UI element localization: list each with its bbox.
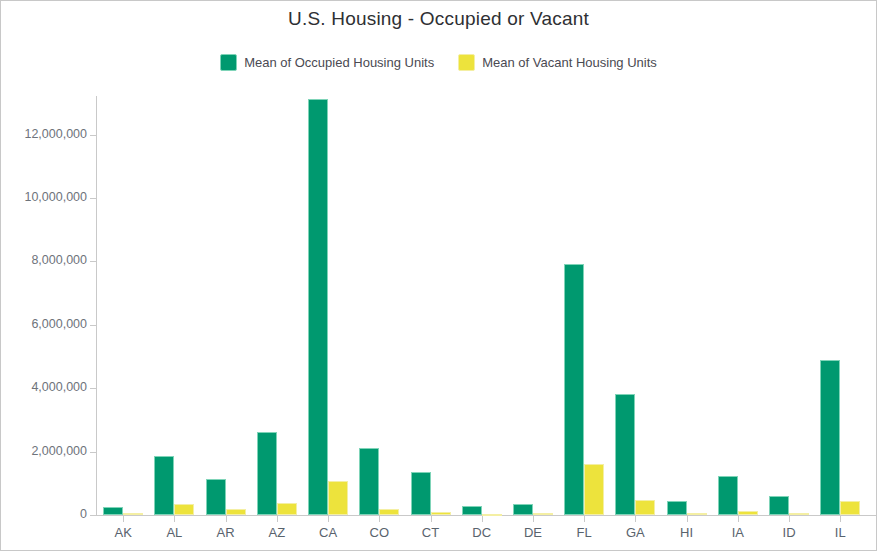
bar-vacant-IL[interactable] [840,501,860,515]
x-axis-label: HI [665,525,709,540]
bar-vacant-CT[interactable] [431,512,451,515]
x-axis-tick [687,516,688,522]
x-axis-tick [226,516,227,522]
y-axis-tick [90,198,96,199]
y-axis-label: 4,000,000 [7,380,87,394]
y-axis-tick [90,515,96,516]
x-axis-label: CA [306,525,350,540]
x-axis-label: ID [767,525,811,540]
x-axis-tick [379,516,380,522]
y-axis-tick [90,325,96,326]
y-axis-label: 6,000,000 [7,317,87,331]
bar-occupied-IA[interactable] [718,476,738,515]
x-axis-label: IA [716,525,760,540]
x-axis-tick [840,516,841,522]
x-axis-label: CT [409,525,453,540]
x-axis-tick [584,516,585,522]
y-axis-label: 10,000,000 [7,190,87,204]
x-axis-label: FL [562,525,606,540]
x-axis-tick [789,516,790,522]
x-axis-label: AR [204,525,248,540]
x-axis-tick [431,516,432,522]
bar-vacant-AZ[interactable] [277,503,297,515]
y-axis-tick [90,135,96,136]
bar-vacant-DE[interactable] [533,513,553,515]
y-axis-tick [90,261,96,262]
bar-vacant-AR[interactable] [226,509,246,515]
bar-vacant-AL[interactable] [174,504,194,515]
y-axis-label: 0 [7,507,87,521]
bar-occupied-DC[interactable] [462,506,482,515]
bar-vacant-GA[interactable] [635,500,655,515]
x-axis-tick [277,516,278,522]
x-axis-label: AK [101,525,145,540]
x-axis-tick [482,516,483,522]
bar-vacant-IA[interactable] [738,511,758,515]
bar-vacant-FL[interactable] [584,464,604,515]
chart-title: U.S. Housing - Occupied or Vacant [1,8,876,30]
bar-vacant-AK[interactable] [123,513,143,515]
x-axis-label: DE [511,525,555,540]
bar-occupied-CA[interactable] [308,99,328,515]
x-axis-label: DC [460,525,504,540]
bar-occupied-DE[interactable] [513,504,533,515]
y-axis-tick [90,452,96,453]
x-axis-tick [635,516,636,522]
x-axis-label: AZ [255,525,299,540]
bar-occupied-AR[interactable] [206,479,226,515]
bar-occupied-HI[interactable] [667,501,687,515]
bar-occupied-IL[interactable] [820,360,840,515]
bar-vacant-DC[interactable] [482,514,502,516]
chart-window: U.S. Housing - Occupied or Vacant Mean o… [0,0,877,551]
x-axis-label: GA [613,525,657,540]
x-axis-label: AL [152,525,196,540]
y-axis-label: 8,000,000 [7,253,87,267]
x-axis-tick [328,516,329,522]
bar-occupied-AL[interactable] [154,456,174,515]
y-axis-label: 12,000,000 [7,127,87,141]
bar-occupied-FL[interactable] [564,264,584,515]
legend: Mean of Occupied Housing Units Mean of V… [1,54,876,71]
legend-item-occupied[interactable]: Mean of Occupied Housing Units [220,54,434,71]
bar-vacant-ID[interactable] [789,513,809,515]
vacant-series-swatch-icon [458,54,475,71]
x-axis-tick [174,516,175,522]
x-axis-label: CO [357,525,401,540]
occupied-series-swatch-icon [220,54,237,71]
x-axis-tick [123,516,124,522]
y-axis-line [96,96,97,516]
bar-occupied-GA[interactable] [615,394,635,515]
bar-occupied-AZ[interactable] [257,432,277,515]
bar-vacant-CA[interactable] [328,481,348,515]
x-axis-tick [533,516,534,522]
legend-label-occupied: Mean of Occupied Housing Units [244,55,434,70]
y-axis-tick [90,388,96,389]
bar-occupied-ID[interactable] [769,496,789,515]
x-axis-label: IL [818,525,862,540]
y-axis-label: 2,000,000 [7,444,87,458]
x-axis-tick [738,516,739,522]
bar-vacant-HI[interactable] [687,513,707,515]
bar-vacant-CO[interactable] [379,509,399,515]
bar-occupied-AK[interactable] [103,507,123,515]
legend-item-vacant[interactable]: Mean of Vacant Housing Units [458,54,657,71]
bar-occupied-CT[interactable] [411,472,431,515]
bar-occupied-CO[interactable] [359,448,379,515]
legend-label-vacant: Mean of Vacant Housing Units [482,55,657,70]
